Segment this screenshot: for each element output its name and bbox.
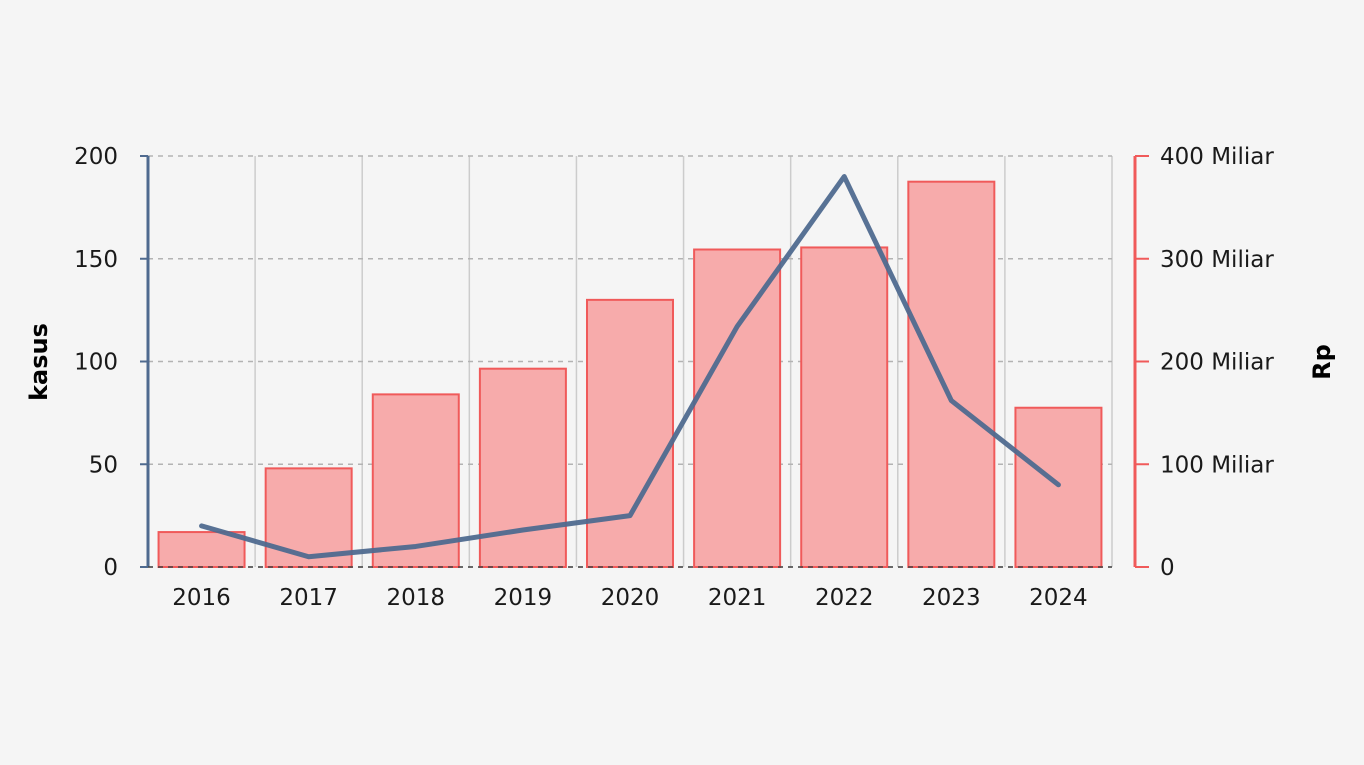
bar-2020 <box>586 298 674 568</box>
bar-layer <box>157 180 1103 569</box>
line-layer <box>199 174 1061 560</box>
x-tick-label-2016: 2016 <box>172 585 231 611</box>
x-tick-label-2017: 2017 <box>279 585 338 611</box>
x-tick-label-2018: 2018 <box>387 585 446 611</box>
x-tick-label-2023: 2023 <box>922 585 981 611</box>
x-tick-label-2021: 2021 <box>708 585 767 611</box>
right-axis-title: Rp <box>1308 344 1336 380</box>
left-tick-label: 100 <box>74 350 118 376</box>
bar-2022 <box>800 246 889 568</box>
x-tick-label-2019: 2019 <box>494 585 553 611</box>
bar-2023 <box>907 180 996 568</box>
bar-2016 <box>157 531 246 569</box>
axis-layer <box>140 155 1149 568</box>
left-axis-title: kasus <box>25 323 53 401</box>
bar-2019 <box>478 367 567 568</box>
right-tick-label: 0 <box>1160 555 1175 581</box>
bar-2024 <box>1014 406 1103 568</box>
right-tick-label: 300 Miliar <box>1160 247 1274 273</box>
right-tick-label: 100 Miliar <box>1160 452 1274 478</box>
right-tick-label: 200 Miliar <box>1160 350 1274 376</box>
left-tick-label: 0 <box>103 555 118 581</box>
left-tick-label: 200 <box>74 144 118 170</box>
left-tick-label: 150 <box>74 247 118 273</box>
right-tick-label: 400 Miliar <box>1160 144 1274 170</box>
label-layer: 0 50 100 150 200 0 100 Miliar 200 Miliar 300 Mil… <box>74 144 1274 611</box>
left-tick-label: 50 <box>89 452 118 478</box>
x-tick-label-2024: 2024 <box>1029 585 1088 611</box>
x-tick-label-2022: 2022 <box>815 585 874 611</box>
x-tick-label-2020: 2020 <box>601 585 660 611</box>
bar-2021 <box>693 248 782 568</box>
bar-2018 <box>371 393 460 568</box>
